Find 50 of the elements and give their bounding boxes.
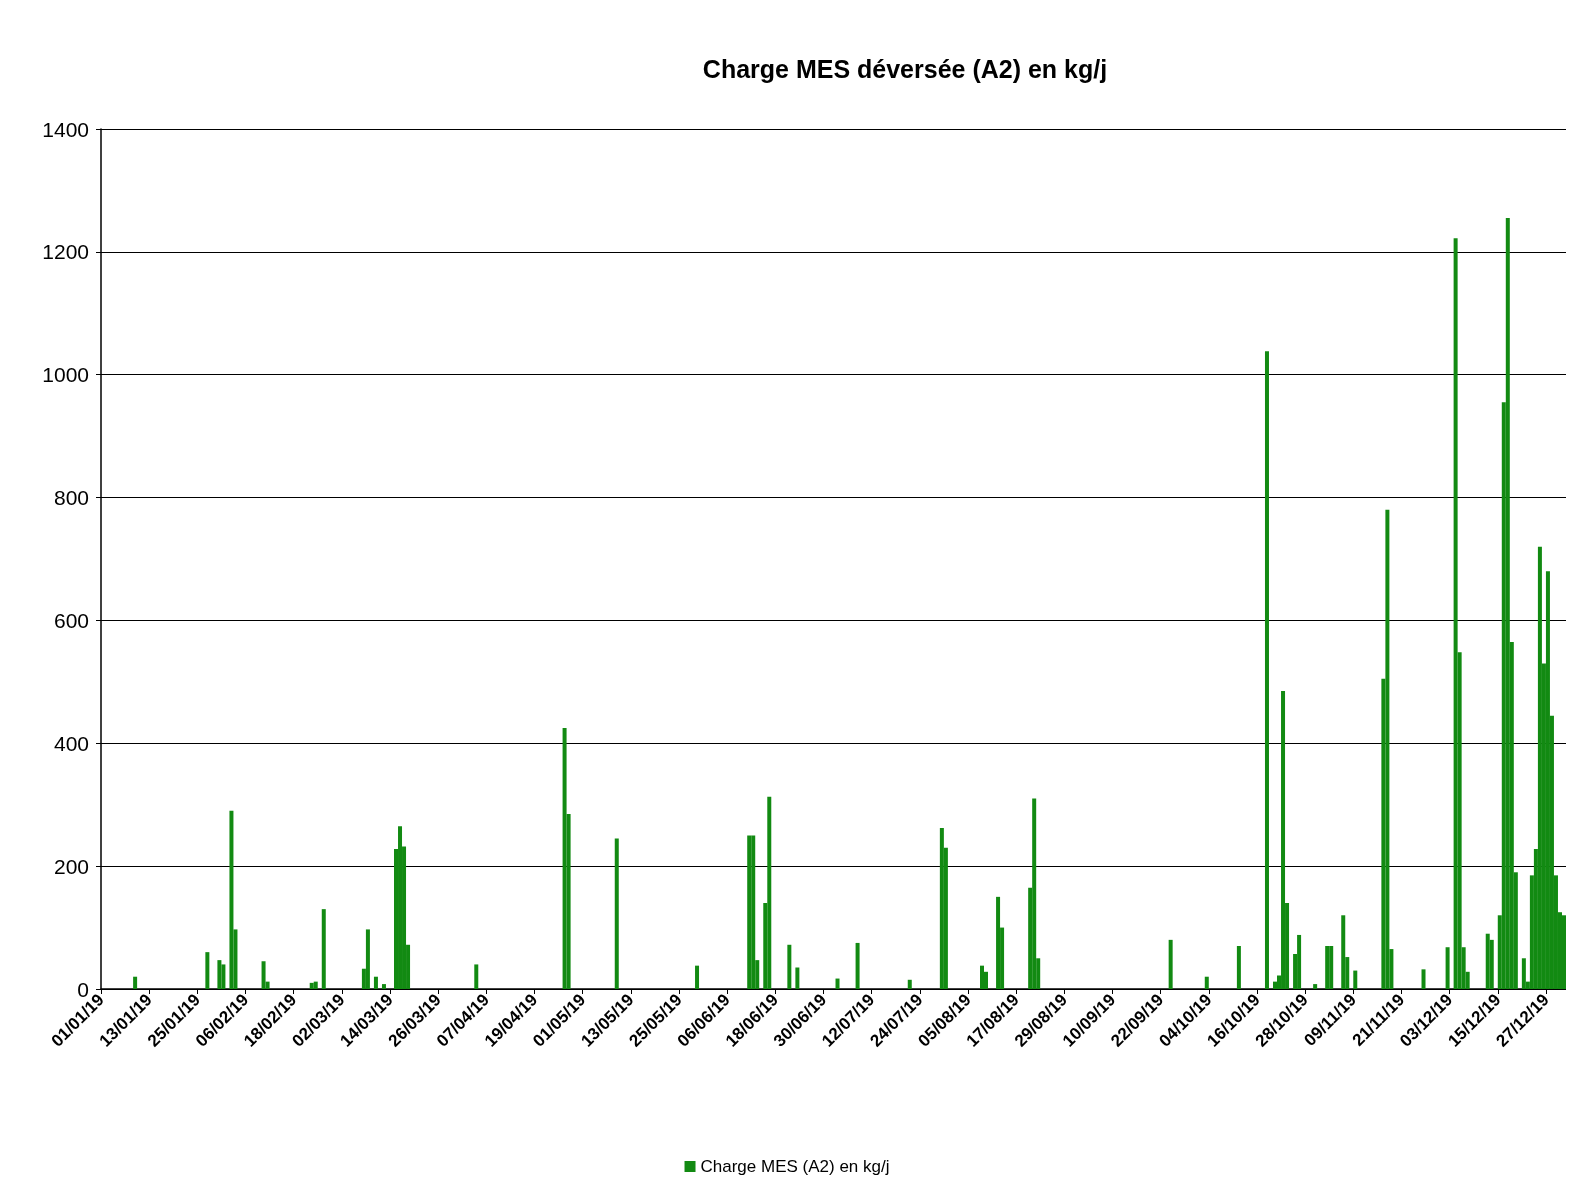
bar: [996, 896, 1001, 989]
bar: [614, 838, 619, 989]
y-tick-label: 600: [53, 608, 89, 632]
bar: [907, 979, 912, 989]
bar: [1313, 984, 1318, 989]
bar: [365, 929, 370, 989]
bar: [1264, 351, 1269, 989]
bar: [1453, 238, 1458, 989]
bar: [980, 965, 985, 989]
y-tick-label: 1200: [42, 240, 89, 264]
bar: [1281, 691, 1286, 989]
bar: [474, 964, 479, 989]
bar: [1236, 946, 1241, 989]
bar: [751, 835, 756, 989]
bar: [562, 727, 567, 989]
bar: [1385, 509, 1390, 989]
bar: [1421, 969, 1426, 989]
bar: [1505, 218, 1510, 989]
bar: [373, 976, 378, 989]
y-tick-label: 200: [53, 854, 89, 878]
bar: [787, 944, 792, 989]
bar: [855, 942, 860, 989]
bar: [1561, 915, 1566, 989]
bar: [381, 984, 386, 989]
bar: [695, 965, 700, 989]
bar: [1325, 946, 1330, 989]
bar: [747, 835, 752, 989]
bar: [1341, 915, 1346, 989]
bar: [795, 967, 800, 989]
bar: [939, 828, 944, 989]
bar: [1545, 571, 1550, 989]
legend-label: Charge MES (A2) en kg/j: [700, 1157, 890, 1176]
bar: [1521, 958, 1526, 989]
bar: [1537, 546, 1542, 989]
bar: [1445, 947, 1450, 989]
chart-title: Charge MES déversée (A2) en kg/j: [702, 54, 1108, 83]
y-tick-label: 1000: [42, 363, 89, 387]
y-tick-label: 400: [53, 731, 89, 755]
bar: [835, 978, 840, 989]
bar: [1329, 946, 1334, 989]
bar: [398, 826, 403, 989]
bar: [1297, 934, 1302, 989]
bar: [767, 796, 772, 989]
bar: [1485, 933, 1490, 989]
bar: [1204, 976, 1209, 989]
bar: [1353, 970, 1358, 989]
bar: [1168, 939, 1173, 989]
bar: [1032, 798, 1037, 989]
y-tick-label: 800: [53, 486, 89, 510]
y-tick-label: 1400: [42, 117, 89, 141]
